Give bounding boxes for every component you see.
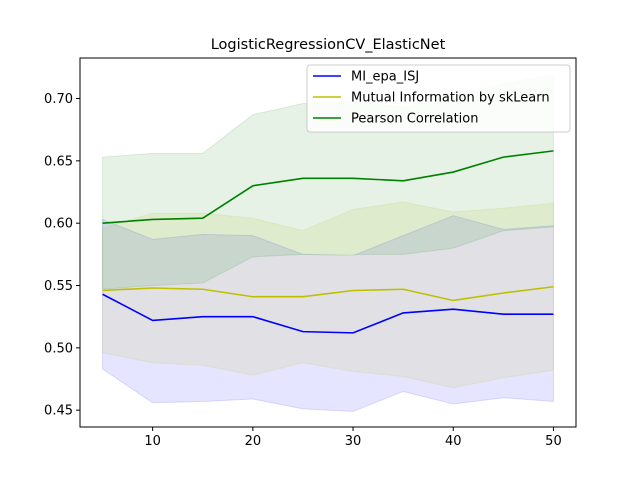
legend-label-1: Mutual Information by skLearn [351, 91, 550, 106]
y-tick-label-3: 0.60 [44, 217, 73, 232]
legend-label-2: Pearson Correlation [351, 112, 478, 127]
line-series-0 [102, 293, 554, 334]
x-tick-label-3: 40 [445, 434, 462, 449]
band-series-1 [102, 201, 554, 389]
series-lines [102, 150, 554, 334]
x-tick-label-0: 10 [144, 434, 161, 449]
legend: MI_epa_ISJ Mutual Information by skLearn P… [306, 64, 571, 133]
legend-label-0: MI_epa_ISJ [351, 70, 419, 85]
x-tick-label-1: 20 [245, 434, 262, 449]
y-axis: 0.45 0.50 0.55 0.60 0.65 0.70 [44, 92, 80, 419]
x-axis: 10 20 30 40 50 [144, 427, 562, 449]
x-tick-label-2: 30 [345, 434, 362, 449]
line-series-2 [102, 150, 554, 224]
y-tick-label-0: 0.45 [44, 404, 73, 419]
band-series-0 [102, 215, 554, 412]
y-tick-label-2: 0.55 [44, 279, 73, 294]
line-series-1 [102, 285, 554, 302]
legend-box [306, 64, 571, 133]
y-tick-label-5: 0.70 [44, 92, 73, 107]
y-tick-label-4: 0.65 [44, 154, 73, 169]
chart-title: LogisticRegressionCV_ElasticNet [211, 37, 446, 53]
axes-frame [79, 57, 577, 428]
y-tick-label-1: 0.50 [44, 341, 73, 356]
x-tick-label-4: 50 [545, 434, 562, 449]
